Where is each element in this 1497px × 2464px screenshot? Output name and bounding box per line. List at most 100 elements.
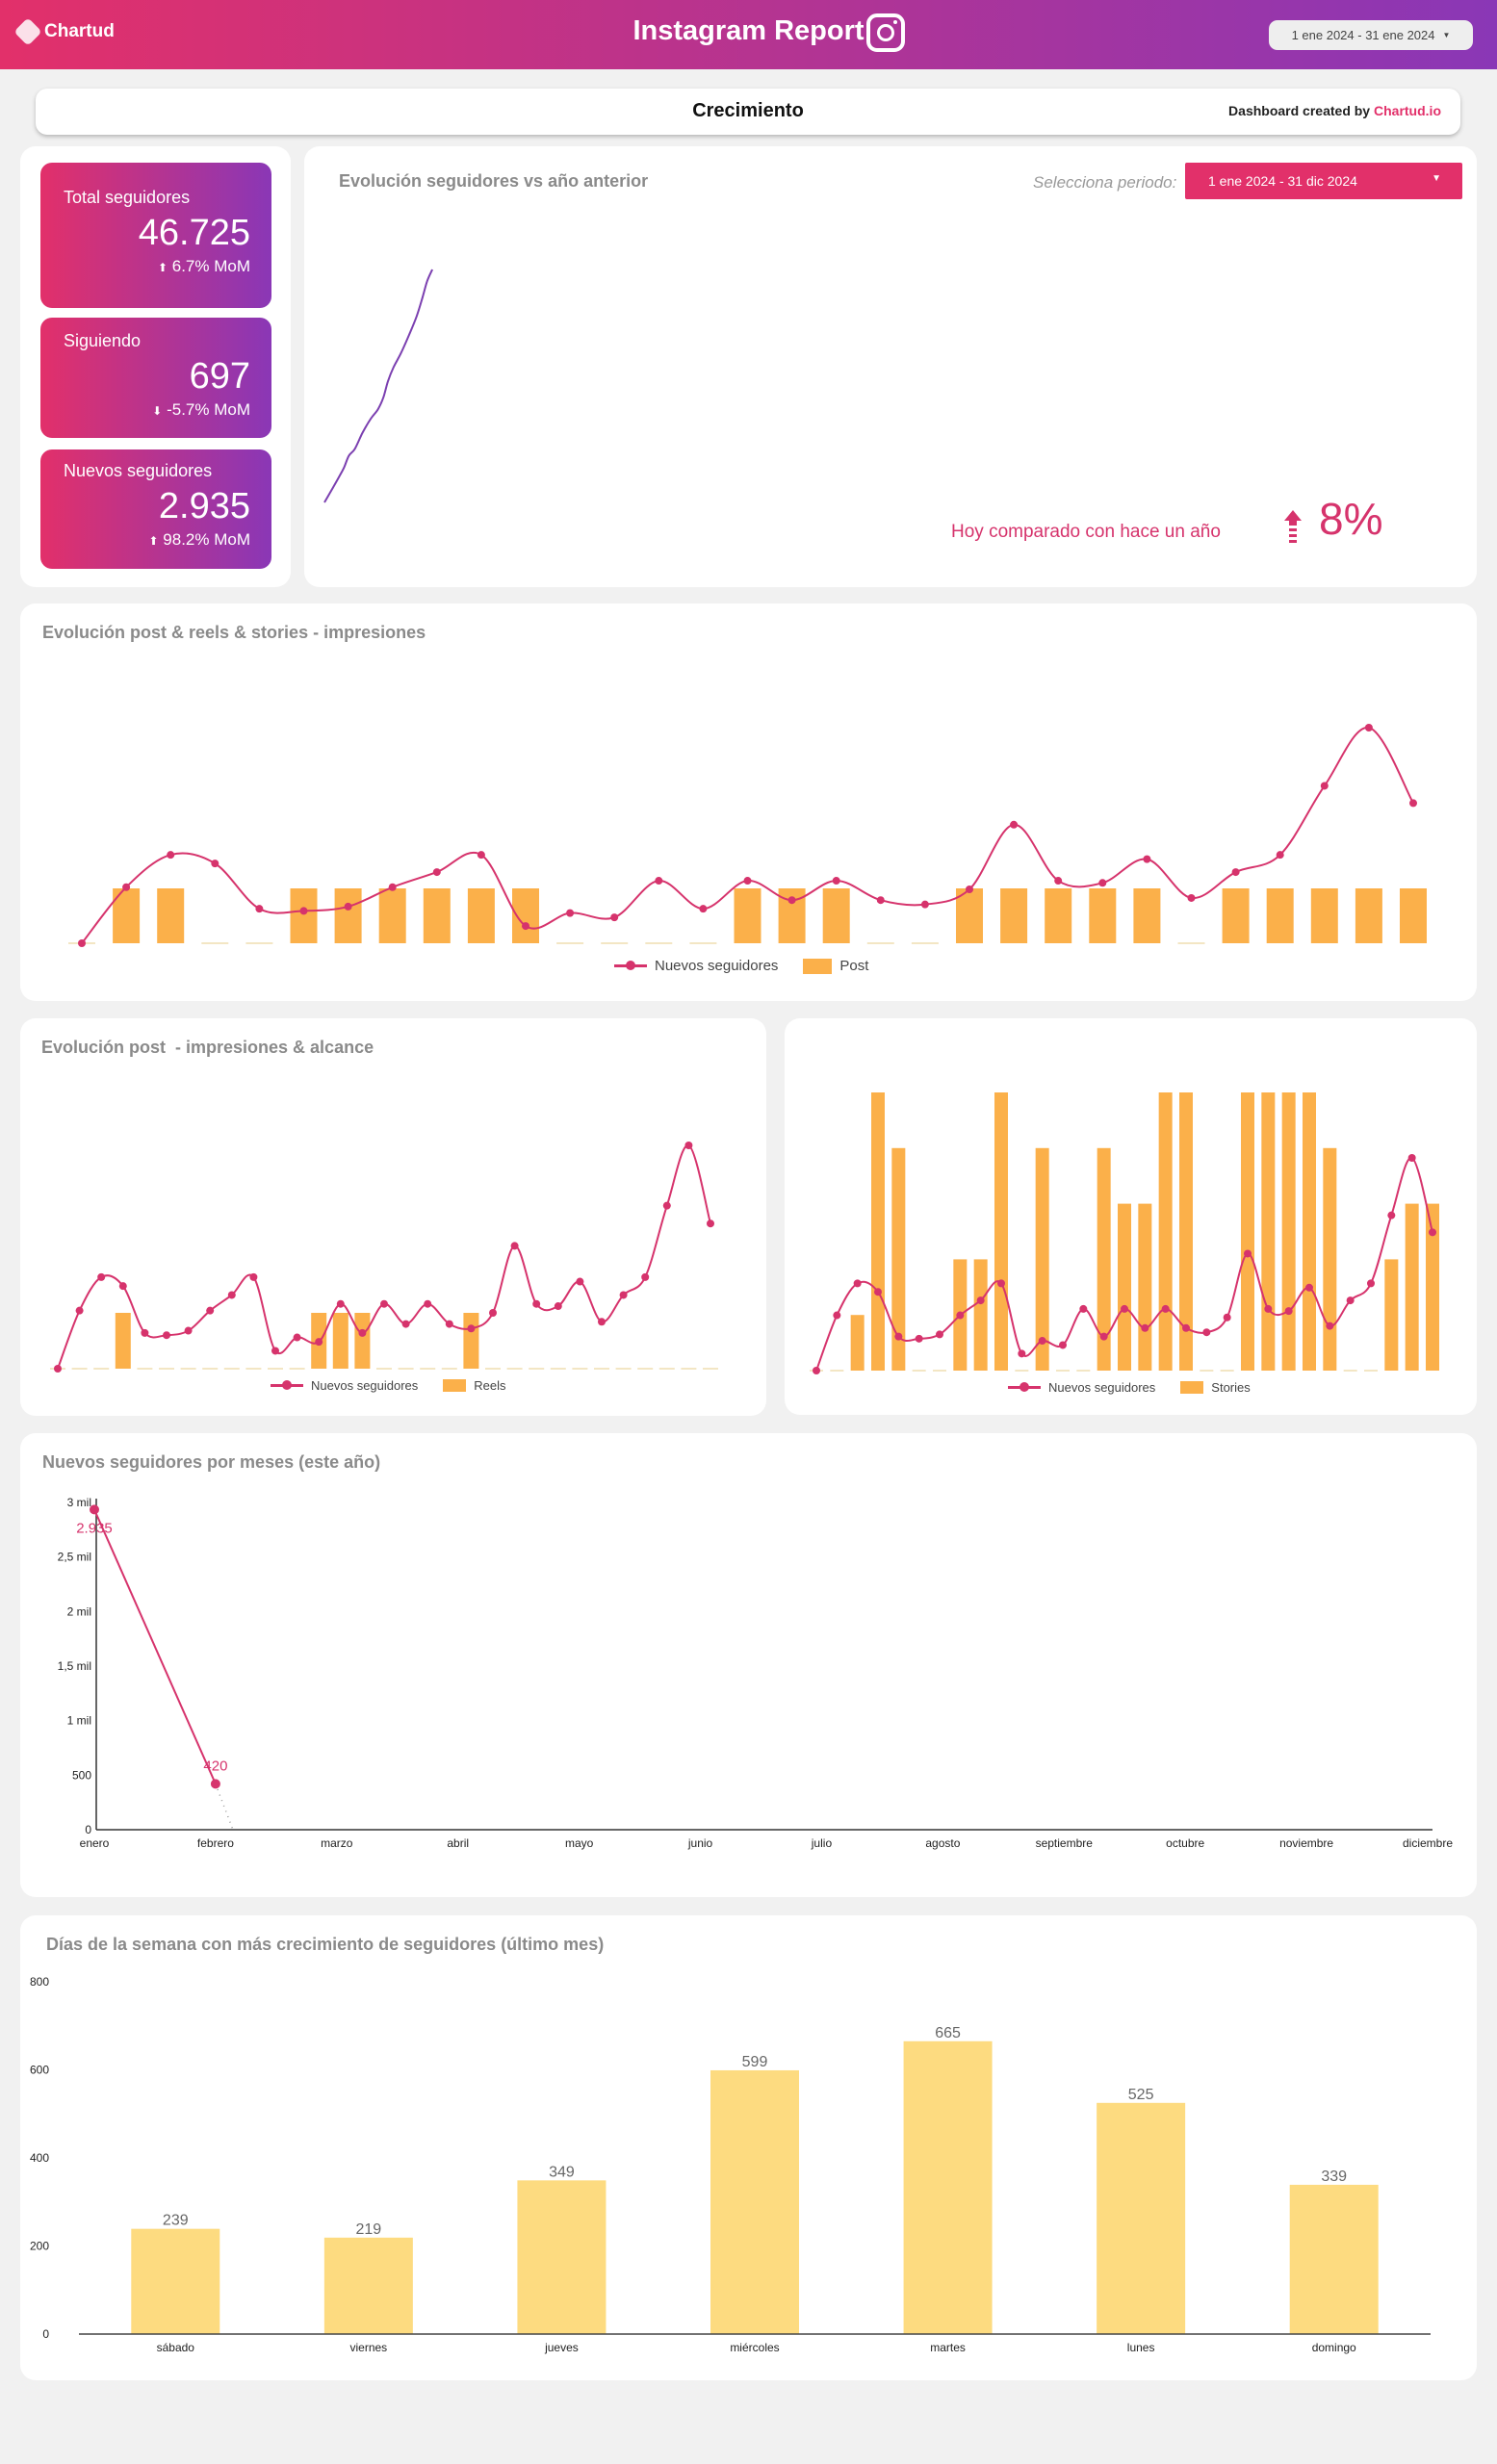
chart-title: Evolución post - impresiones & alcance (41, 1038, 374, 1057)
line-point (227, 1291, 236, 1299)
line-point (619, 1291, 628, 1299)
line-point (271, 1347, 279, 1355)
chart-legend: Nuevos seguidores Post (614, 958, 868, 974)
bar (1355, 888, 1382, 943)
line-point (1010, 820, 1019, 829)
arrow-up-icon: ⬆ (157, 261, 168, 274)
bar (903, 2040, 993, 2334)
y-tick-label: 0 (42, 2327, 49, 2341)
post-chart-card: Evolución post & reels & stories - impre… (20, 603, 1477, 1001)
bar (1118, 1203, 1131, 1371)
bar (334, 888, 362, 943)
legend-line-swatch (271, 1380, 303, 1390)
line-point (813, 1367, 820, 1374)
x-tick-label: viernes (350, 2341, 388, 2354)
date-range-value: 1 ene 2024 - 31 ene 2024 (1291, 28, 1435, 42)
line-point (1305, 1283, 1313, 1292)
line-point (1364, 724, 1373, 732)
line-point (1284, 1307, 1293, 1316)
arrow-up-icon (1284, 510, 1302, 543)
line-point (163, 1331, 170, 1340)
kpi-value: 46.725 (138, 213, 250, 253)
line-point (554, 1302, 562, 1311)
date-range-picker[interactable]: 1 ene 2024 - 31 ene 2024 ▼ (1269, 20, 1473, 50)
bar (1303, 1092, 1316, 1371)
line-point (122, 883, 131, 891)
line-point (966, 886, 973, 893)
bar (1000, 888, 1028, 943)
chart-legend: Nuevos seguidores Stories (1008, 1380, 1251, 1395)
legend-item[interactable]: Post (803, 958, 868, 974)
legend-item[interactable]: Nuevos seguidores (271, 1378, 418, 1393)
section-header: Crecimiento Dashboard created by Chartud… (36, 89, 1460, 135)
bar (973, 1259, 988, 1371)
y-tick-label: 2 mil (67, 1604, 91, 1618)
line-point (401, 1320, 410, 1328)
caret-down-icon: ▼ (1432, 173, 1441, 184)
legend-label: Stories (1211, 1380, 1251, 1395)
line-point (743, 877, 752, 886)
line-point (956, 1311, 965, 1320)
chart-title: Días de la semana con más crecimiento de… (46, 1935, 605, 1954)
monthly-line-chart: 0 500 1 mil 1,5 mil 2 mil 2,5 mil 3 mil enero fe… (58, 1496, 1454, 1850)
x-tick-label: mayo (565, 1836, 594, 1850)
line-point (255, 905, 264, 913)
line-point (445, 1320, 453, 1328)
line-point (1387, 1211, 1396, 1219)
bar (1179, 1092, 1193, 1371)
bar (956, 888, 983, 943)
data-label: 665 (935, 2025, 961, 2041)
logo-text: Chartud (44, 21, 115, 41)
line-point (90, 1504, 99, 1515)
line-point (832, 877, 840, 886)
bar (332, 1313, 348, 1369)
legend-item[interactable]: Reels (443, 1378, 506, 1393)
x-tick-label: agosto (925, 1836, 960, 1850)
compare-label: Hoy comparado con hace un año (951, 522, 1221, 542)
credit-link[interactable]: Chartud.io (1374, 103, 1441, 118)
line-point (576, 1277, 584, 1286)
data-label: 349 (549, 2164, 575, 2180)
bar (1310, 888, 1338, 943)
line-point (299, 907, 308, 915)
line-point (1018, 1349, 1026, 1358)
x-tick-label: octubre (1166, 1836, 1204, 1850)
line-point (1182, 1323, 1190, 1332)
data-label: 239 (163, 2213, 189, 2229)
bar (1138, 1203, 1152, 1371)
x-tick-label: martes (930, 2341, 966, 2354)
bar (1426, 1203, 1439, 1371)
legend-item[interactable]: Nuevos seguidores (1008, 1380, 1155, 1395)
bar (115, 1313, 131, 1369)
chartud-logo[interactable]: Chartud (13, 17, 115, 46)
x-tick-label: miércoles (730, 2341, 779, 2354)
period-dropdown[interactable]: 1 ene 2024 - 31 dic 2024 ▼ (1185, 163, 1462, 199)
line-point (432, 868, 441, 877)
legend-item[interactable]: Stories (1180, 1380, 1251, 1395)
header-bar: Chartud Instagram Report 1 ene 2024 - 31… (0, 0, 1497, 69)
legend-item[interactable]: Nuevos seguidores (614, 958, 778, 974)
stories-chart-card: Nuevos seguidores Stories (785, 1018, 1477, 1415)
legend-label: Nuevos seguidores (1048, 1380, 1156, 1395)
line-point (1346, 1296, 1355, 1305)
period-label: Selecciona periodo: (1033, 173, 1177, 192)
line-point (424, 1299, 432, 1308)
line-point (662, 1201, 671, 1210)
line-point (315, 1338, 323, 1347)
bar (423, 888, 451, 943)
reels-chart-card: Evolución post - impresiones & alcance N… (20, 1018, 766, 1416)
kpi-new-followers: Nuevos seguidores 2.935 ⬆ 98.2% MoM (40, 449, 271, 569)
kpi-label: Siguiendo (64, 331, 142, 350)
line-point (655, 877, 663, 886)
x-tick-label: febrero (197, 1836, 234, 1850)
kpi-label: Total seguidores (64, 188, 191, 207)
kpi-value: 697 (189, 356, 250, 397)
line-point (336, 1299, 345, 1308)
bar (290, 888, 318, 943)
bar (157, 888, 185, 943)
line-point (1143, 855, 1151, 863)
line-point (1121, 1304, 1128, 1313)
line-point (853, 1279, 862, 1288)
line-point (976, 1296, 985, 1305)
legend-bar-swatch (803, 958, 833, 974)
